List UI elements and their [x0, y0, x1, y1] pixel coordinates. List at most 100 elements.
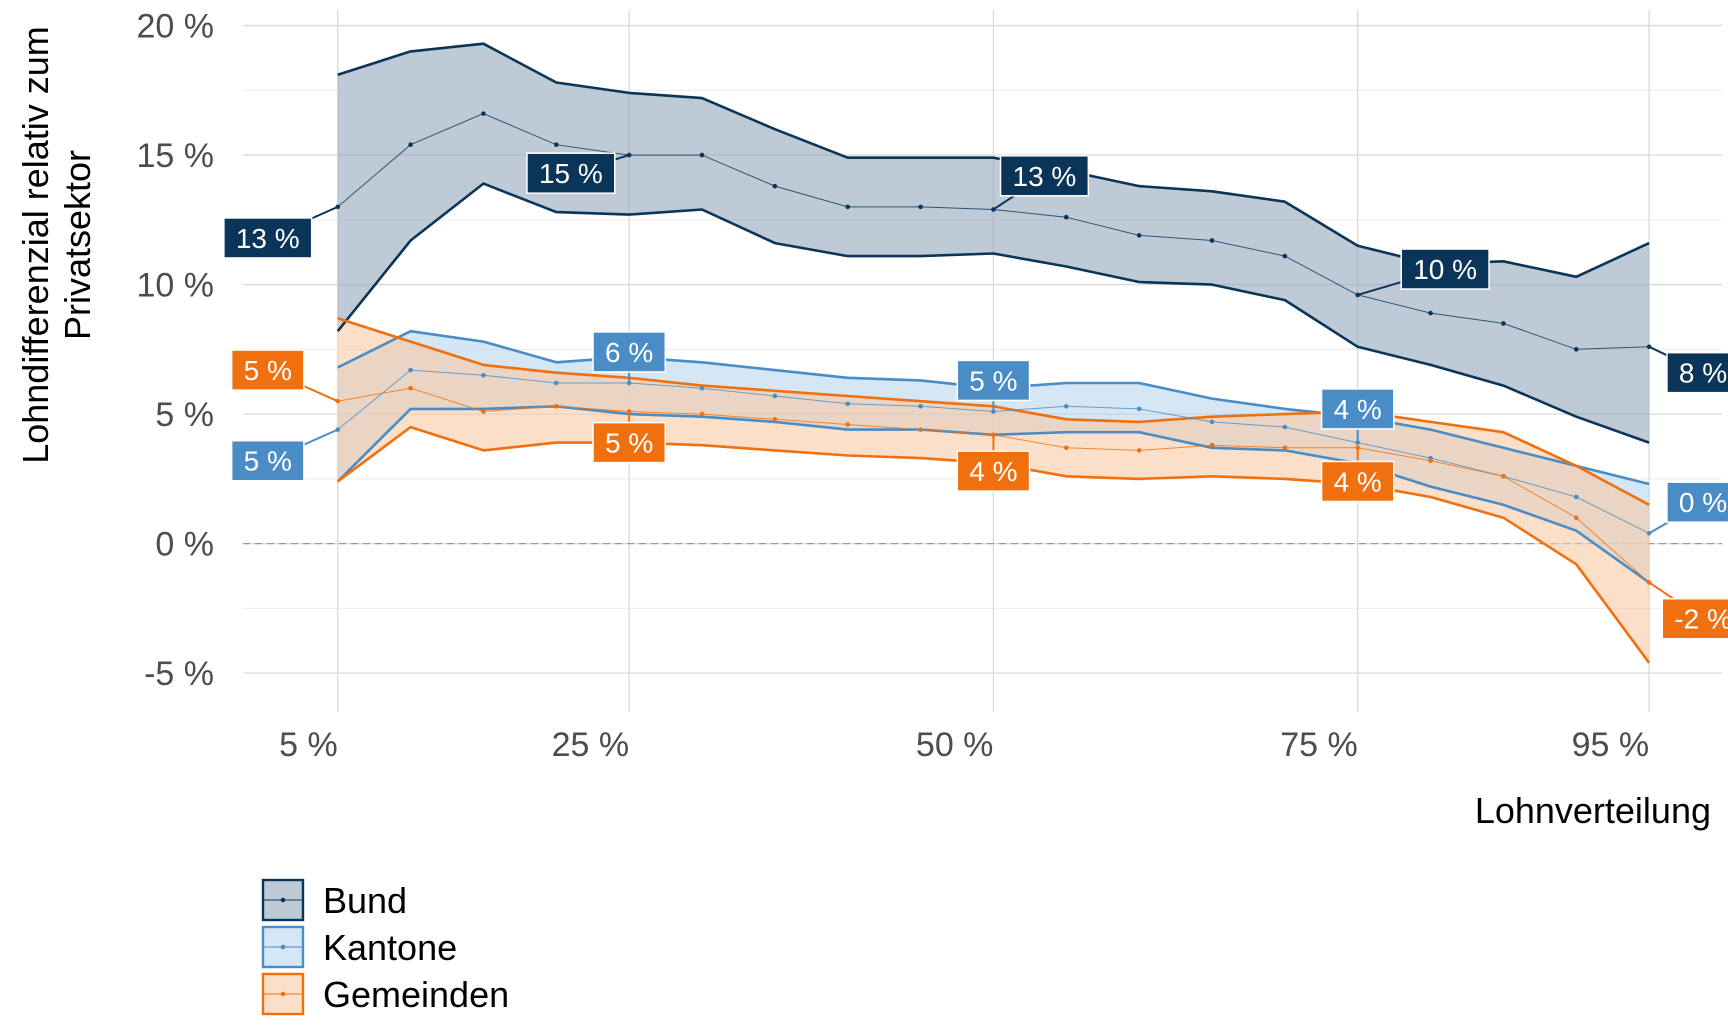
point-bund	[481, 111, 486, 116]
point-kantone	[1136, 406, 1142, 412]
data-label-text: 13 %	[236, 223, 300, 254]
point-bund	[1209, 238, 1215, 243]
data-label-text: 13 %	[1013, 161, 1077, 192]
legend-item-kantone: Kantone	[261, 925, 457, 969]
legend-label: Bund	[323, 880, 407, 921]
data-label: 0 %	[1666, 481, 1728, 523]
legend-point	[280, 897, 286, 903]
point-kantone	[991, 409, 996, 414]
data-label-text: 5 %	[244, 446, 292, 477]
point-gemeinden	[553, 404, 559, 409]
x-tick-label: 5 %	[279, 726, 338, 764]
point-kantone	[481, 372, 486, 378]
point-kantone	[553, 380, 559, 386]
point-bund	[699, 152, 705, 158]
data-label-box	[956, 359, 1031, 402]
point-bund	[1282, 253, 1288, 259]
data-label: 4 %	[1320, 388, 1395, 430]
point-kantone	[772, 393, 778, 399]
legend-item-bund: Bund	[261, 878, 407, 922]
point-bund	[845, 204, 851, 210]
y-tick-label: 5 %	[155, 396, 214, 434]
point-gemeinden	[1209, 442, 1215, 448]
point-bund	[1573, 347, 1579, 352]
data-label-text: 5 %	[605, 428, 653, 459]
point-gemeinden	[1136, 448, 1142, 453]
point-kantone	[408, 367, 413, 373]
data-label-text: 10 %	[1413, 254, 1477, 285]
data-label-text: 8 %	[1679, 358, 1727, 389]
data-label-box	[223, 217, 313, 259]
data-label-text: 4 %	[1334, 466, 1382, 497]
data-label-text: 15 %	[539, 158, 603, 189]
point-gemeinden	[481, 409, 486, 414]
point-gemeinden	[1428, 458, 1433, 464]
data-label-box	[1666, 351, 1728, 394]
data-label: 5 %	[230, 439, 305, 482]
point-kantone	[845, 401, 851, 407]
confidence-bands	[337, 43, 1650, 663]
legend-item-gemeinden: Gemeinden	[261, 972, 509, 1016]
data-label: 4 %	[956, 450, 1031, 492]
data-label: 5 %	[592, 421, 667, 464]
x-tick-label: 75 %	[1280, 726, 1358, 764]
point-kantone	[626, 380, 632, 386]
x-axis-title: Lohnverteilung	[1475, 790, 1711, 831]
point-gemeinden	[1501, 473, 1506, 479]
point-bund	[772, 183, 778, 189]
data-label-text: 0 %	[1679, 487, 1727, 518]
band-gemeinden	[337, 318, 1650, 663]
point-kantone	[699, 385, 705, 391]
legend-point	[280, 944, 286, 950]
point-bund	[1136, 233, 1142, 238]
data-label: 4 %	[1320, 460, 1395, 503]
band-bund	[337, 43, 1650, 443]
point-kantone	[1282, 424, 1288, 430]
data-label-box	[1666, 481, 1728, 523]
data-label-text: 6 %	[605, 337, 653, 368]
point-kantone	[918, 404, 923, 409]
y-tick-label: 20 %	[137, 8, 215, 46]
point-bund	[1501, 321, 1506, 326]
data-label-box	[230, 349, 305, 391]
data-label: 6 %	[592, 331, 667, 373]
point-gemeinden	[1573, 515, 1579, 521]
data-label: 10 %	[1400, 248, 1490, 290]
data-label-box	[230, 439, 305, 482]
data-label-text: 5 %	[244, 355, 292, 386]
legend: Bund Kantone Gemeinden	[261, 878, 509, 1016]
point-bund	[1428, 310, 1433, 316]
data-label: -2 %	[1661, 597, 1728, 640]
point-kantone	[1573, 494, 1579, 500]
data-label-box	[956, 450, 1031, 492]
point-kantone	[1209, 419, 1215, 425]
point-kantone	[1063, 404, 1069, 409]
data-label-text: -2 %	[1674, 604, 1728, 635]
point-gemeinden	[699, 411, 705, 417]
point-bund	[553, 142, 559, 148]
data-labels: 13 % 15 % 13 % 10 % 8 % 5 % 6 % 5 % 4 % 0 % 5 % 5 %…	[223, 152, 1728, 640]
axis-ticks: -5 % 0 % 5 % 10 % 15 % 20 % 5 % 25 % 50 % 75 % 95 …	[137, 8, 1650, 764]
point-gemeinden	[918, 427, 923, 432]
x-tick-label: 95 %	[1572, 726, 1650, 764]
data-label-box	[592, 421, 667, 464]
data-label: 5 %	[230, 349, 305, 391]
y-axis-title: Lohndifferenzial relativ zumPrivatsektor	[15, 26, 98, 464]
point-gemeinden	[1063, 445, 1069, 451]
data-label-text: 4 %	[969, 456, 1017, 487]
lower-bound-bund	[336, 182, 1650, 444]
data-label: 5 %	[956, 359, 1031, 402]
y-tick-label: 10 %	[137, 267, 215, 305]
data-label: 13 %	[223, 217, 313, 259]
point-bund	[1063, 214, 1069, 220]
data-label-text: 5 %	[969, 365, 1017, 396]
point-gemeinden	[772, 416, 778, 422]
data-label-box	[1320, 460, 1395, 503]
data-label-text: 4 %	[1334, 394, 1382, 425]
point-bund	[408, 142, 413, 148]
data-label: 13 %	[999, 155, 1090, 197]
data-label-box	[999, 155, 1090, 197]
point-gemeinden	[845, 422, 851, 427]
x-tick-label: 25 %	[552, 726, 630, 764]
